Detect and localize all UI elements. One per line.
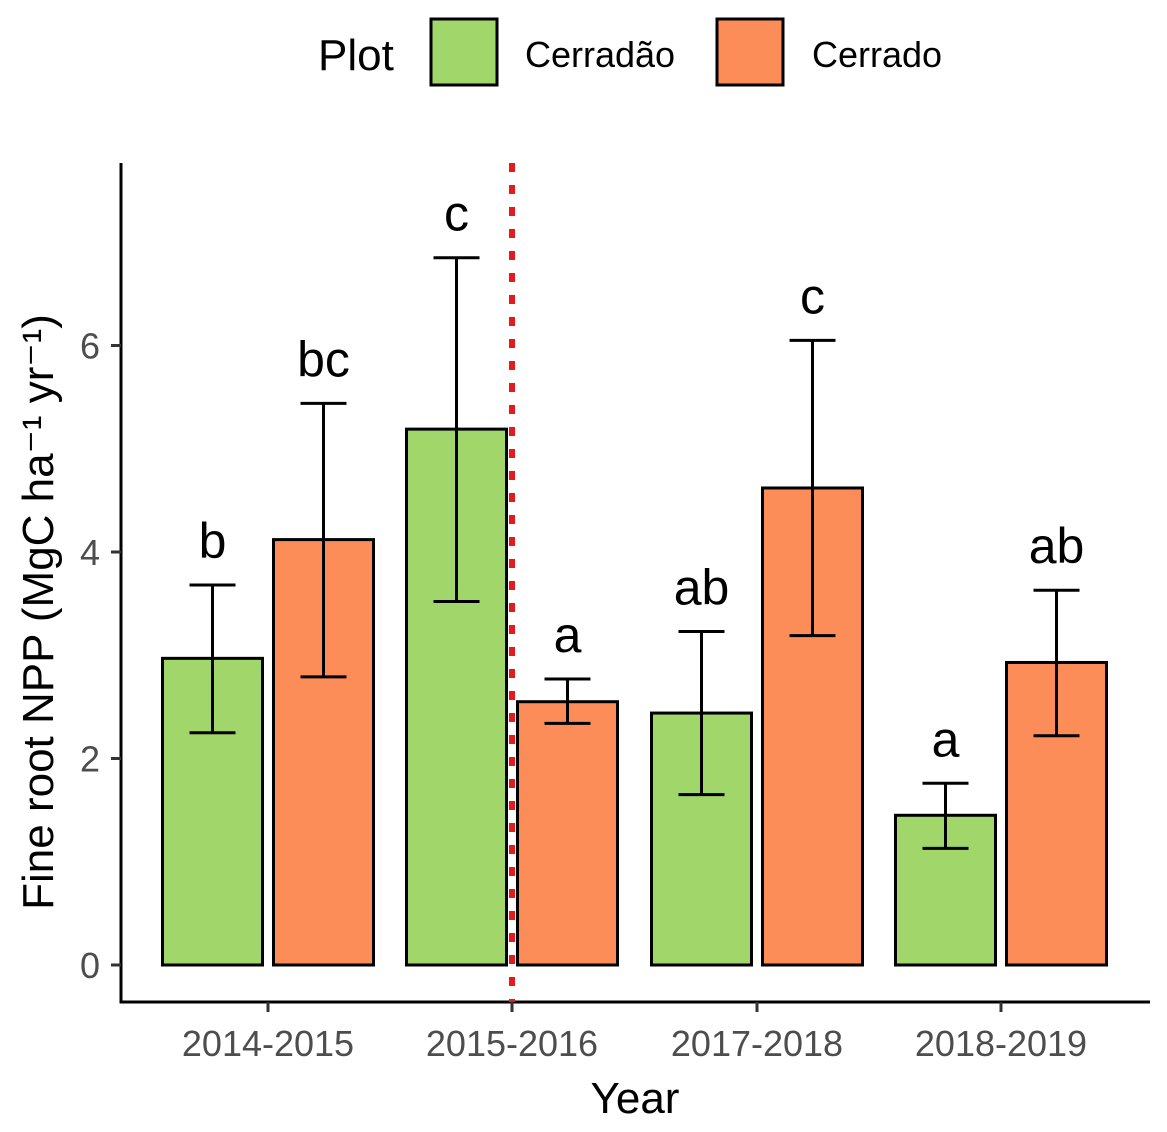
y-tick-label: 0 <box>80 945 100 986</box>
significance-label: a <box>554 607 582 663</box>
y-tick-label: 6 <box>80 326 100 367</box>
legend-swatch-cerradao <box>429 17 499 87</box>
significance-label: c <box>444 186 469 242</box>
significance-label: a <box>932 711 960 767</box>
legend-label-cerradao: Cerradão <box>525 34 675 75</box>
significance-label: b <box>199 513 227 569</box>
legend-title: Plot <box>318 31 394 80</box>
significance-label: c <box>800 268 825 324</box>
legend: Plot Cerradão Cerrado <box>318 17 942 87</box>
legend-label-cerrado: Cerrado <box>812 34 942 75</box>
y-tick-label: 2 <box>80 739 100 780</box>
y-tick-label: 4 <box>80 532 100 573</box>
x-tick-label: 2017-2018 <box>671 1023 843 1064</box>
y-axis-title: Fine root NPP (MgC ha⁻¹ yr⁻¹) <box>14 314 63 910</box>
bar <box>516 700 619 967</box>
x-tick-label: 2018-2019 <box>915 1023 1087 1064</box>
bar <box>650 711 753 967</box>
x-tick-label: 2014-2015 <box>182 1023 354 1064</box>
significance-label: ab <box>1029 518 1085 574</box>
significance-label: ab <box>674 560 730 616</box>
significance-label: bc <box>297 331 350 387</box>
bar <box>405 427 508 967</box>
legend-swatch-cerrado <box>715 17 785 87</box>
x-axis-title: Year <box>591 1074 680 1123</box>
x-tick-label: 2015-2016 <box>426 1023 598 1064</box>
